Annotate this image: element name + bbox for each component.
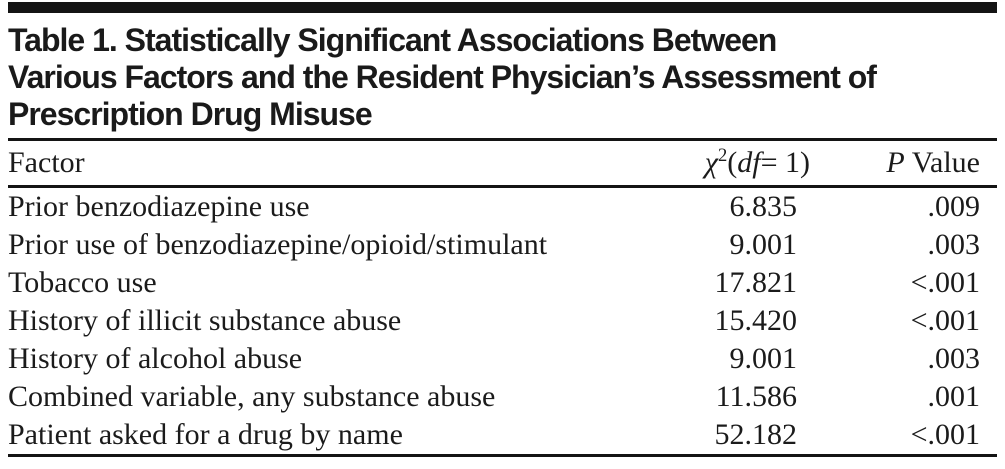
p-symbol: P: [886, 146, 905, 179]
factor-cell: Prior use of benzodiazepine/opioid/stimu…: [8, 228, 548, 261]
factor-cell: History of illicit substance abuse: [8, 304, 402, 337]
chi-square-cell: 9.001: [729, 342, 798, 375]
table-row: Patient asked for a drug by name 52.182 …: [8, 416, 997, 454]
p-value-label: Value: [904, 146, 980, 179]
table-row: Prior use of benzodiazepine/opioid/stimu…: [8, 226, 997, 264]
chi-square-cell: 11.586: [715, 380, 797, 413]
chi-df-value: = 1): [760, 146, 810, 179]
header-divider-rule: [8, 185, 997, 188]
chi-df-label: df: [737, 146, 761, 179]
title-divider-rule: [8, 138, 997, 141]
table-row: Tobacco use 17.821 <.001: [8, 264, 997, 302]
chi-symbol: χ: [704, 146, 718, 179]
p-value-cell: .003: [927, 342, 981, 375]
p-value-column-header: P Value: [797, 146, 997, 180]
factor-cell: History of alcohol abuse: [8, 342, 303, 375]
table-body: Prior benzodiazepine use 6.835 .009 Prio…: [8, 188, 997, 454]
table-title-line-1: Table 1. Statistically Significant Assoc…: [8, 22, 777, 58]
factor-column-header: Factor: [8, 146, 85, 179]
table-row: History of alcohol abuse 9.001 .003: [8, 340, 997, 378]
p-value-cell: <.001: [910, 304, 980, 337]
p-value-cell: <.001: [910, 418, 980, 451]
factor-cell: Tobacco use: [8, 266, 157, 299]
bottom-rule: [8, 454, 997, 457]
p-value-cell: .001: [927, 380, 981, 413]
p-value-cell: .003: [927, 228, 981, 261]
chi-square-cell: 17.821: [714, 266, 798, 299]
table-row: Combined variable, any substance abuse 1…: [8, 378, 997, 416]
table-row: History of illicit substance abuse 15.42…: [8, 302, 997, 340]
chi-square-cell: 6.835: [729, 190, 798, 223]
p-value-cell: .009: [927, 190, 981, 223]
chi-open-paren: (: [727, 146, 738, 179]
table-header-row: Factor χ2(df= 1) P Value: [8, 141, 997, 185]
table-title-line-2: Various Factors and the Resident Physici…: [8, 59, 877, 95]
factor-cell: Patient asked for a drug by name: [8, 418, 403, 451]
table-title-line-3: Prescription Drug Misuse: [8, 96, 373, 132]
chi-superscript: 2: [717, 145, 728, 166]
factor-cell: Combined variable, any substance abuse: [8, 380, 496, 413]
p-value-cell: <.001: [910, 266, 980, 299]
factor-cell: Prior benzodiazepine use: [8, 190, 310, 223]
table-row: Prior benzodiazepine use 6.835 .009: [8, 188, 997, 226]
chi-square-cell: 15.420: [714, 304, 798, 337]
table-title: Table 1. Statistically Significant Assoc…: [8, 22, 997, 133]
chi-square-column-header: χ2(df= 1): [637, 146, 810, 180]
top-rule-bar: [8, 2, 997, 13]
chi-square-cell: 52.182: [714, 418, 798, 451]
chi-square-cell: 9.001: [729, 228, 798, 261]
